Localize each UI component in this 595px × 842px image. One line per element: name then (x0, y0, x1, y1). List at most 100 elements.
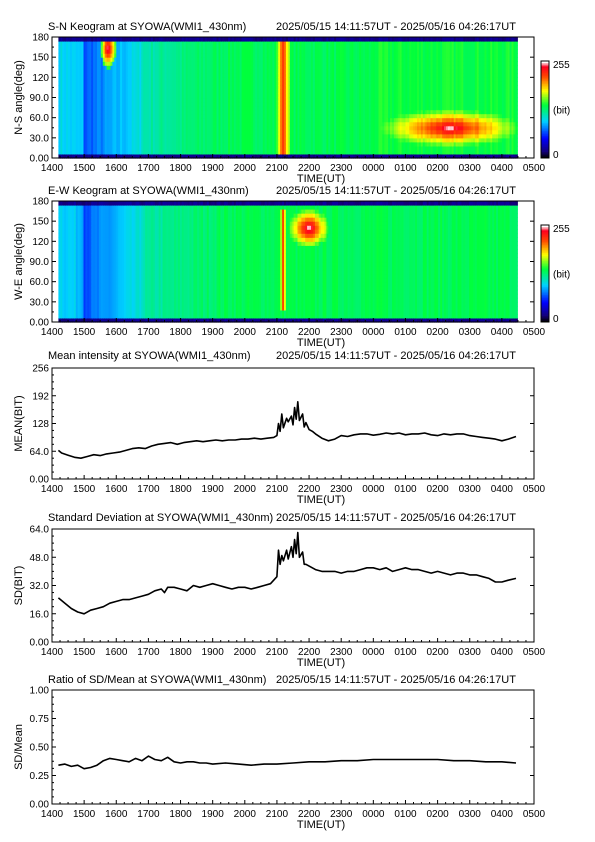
keogram-cell (77, 145, 81, 151)
keogram-cell (60, 154, 63, 159)
keogram-cell (160, 125, 164, 131)
keogram-cell (89, 61, 92, 66)
keogram-cell (64, 77, 67, 82)
keogram-cell (118, 113, 121, 119)
keogram-cell (106, 133, 110, 139)
keogram-cell (160, 109, 164, 115)
keogram-cell (120, 137, 123, 143)
keogram-cell (60, 45, 63, 50)
keogram-cell (70, 85, 73, 90)
keogram-cell (85, 125, 88, 131)
keogram-cell (120, 45, 123, 50)
keogram-cell (95, 117, 98, 123)
keogram-cell (100, 61, 104, 66)
keogram-cell (143, 65, 146, 70)
keogram-cell (135, 93, 138, 99)
keogram-cell (93, 137, 96, 143)
keogram-cell (120, 101, 123, 107)
keogram-cell (118, 101, 121, 107)
keogram-cell (79, 121, 83, 127)
keogram-cell (97, 53, 100, 58)
keogram-cell (112, 49, 115, 54)
keogram-cell (98, 113, 102, 119)
keogram-cell (114, 97, 117, 103)
keogram-cell (122, 65, 125, 70)
keogram-cell (127, 81, 131, 86)
keogram-cell (152, 93, 156, 99)
keogram-cell (71, 49, 75, 54)
keogram-cell (166, 117, 169, 123)
keogram-cell (118, 133, 121, 139)
keogram-cell (168, 137, 171, 143)
keogram-cell (133, 41, 137, 46)
keogram-cell (170, 45, 173, 50)
keogram-cell (154, 41, 158, 46)
keogram-cell (162, 41, 165, 46)
keogram-cell (156, 45, 160, 50)
keogram-cell (73, 61, 77, 66)
keogram-cell (93, 117, 96, 123)
keogram-cell (139, 61, 142, 66)
keogram-cell (68, 154, 71, 159)
keogram-cell (68, 117, 71, 123)
keogram-cell (104, 93, 108, 99)
keogram-cell (89, 85, 92, 90)
keogram-cell (58, 37, 61, 42)
keogram-cell (120, 154, 123, 159)
keogram-cell (89, 69, 92, 74)
keogram-cell (112, 61, 115, 66)
keogram-cell (156, 121, 160, 127)
keogram-cell (151, 109, 154, 115)
keogram-cell (166, 125, 169, 131)
keogram-cell (112, 37, 115, 42)
keogram-cell (85, 81, 88, 86)
keogram-cell (104, 109, 108, 115)
keogram-cell (104, 73, 108, 78)
keogram-cell (164, 61, 167, 66)
keogram-cell (100, 109, 104, 115)
keogram-cell (116, 45, 119, 50)
keogram-cell (170, 125, 173, 131)
keogram-cell (131, 125, 135, 131)
keogram-cell (120, 97, 123, 103)
keogram-cell (77, 101, 81, 107)
keogram-cell (98, 109, 102, 115)
keogram-cell (95, 89, 98, 94)
keogram-cell (156, 149, 160, 155)
keogram-cell (116, 141, 119, 147)
keogram-cell (125, 65, 129, 70)
keogram-cell (66, 77, 69, 82)
keogram-cell (122, 93, 125, 99)
keogram-cell (79, 69, 83, 74)
keogram-cell (81, 65, 85, 70)
keogram-cell (151, 73, 154, 78)
keogram-cell (170, 81, 173, 86)
keogram-cell (73, 97, 77, 103)
keogram-cell (116, 65, 119, 70)
keogram-cell (112, 89, 115, 94)
keogram-cell (154, 97, 158, 103)
keogram-cell (141, 85, 144, 90)
keogram-cell (133, 133, 137, 139)
keogram-cell (73, 41, 77, 46)
keogram-cell (166, 53, 169, 58)
keogram-cell (139, 117, 142, 123)
keogram-cell (160, 45, 164, 50)
keogram-cell (97, 57, 100, 62)
keogram-cell (108, 149, 112, 155)
keogram-cell (66, 97, 69, 103)
keogram-cell (79, 149, 83, 155)
keogram-cell (108, 145, 112, 151)
keogram-cell (152, 125, 156, 131)
keogram-cell (160, 73, 164, 78)
keogram-cell (112, 81, 115, 86)
keogram-cell (71, 77, 75, 82)
keogram-cell (147, 85, 150, 90)
keogram-cell (73, 121, 77, 127)
keogram-cell (114, 125, 117, 131)
keogram-cell (124, 41, 127, 46)
keogram-cell (114, 145, 117, 151)
keogram-cell (135, 41, 138, 46)
keogram-cell (124, 73, 127, 78)
keogram-cell (164, 89, 167, 94)
